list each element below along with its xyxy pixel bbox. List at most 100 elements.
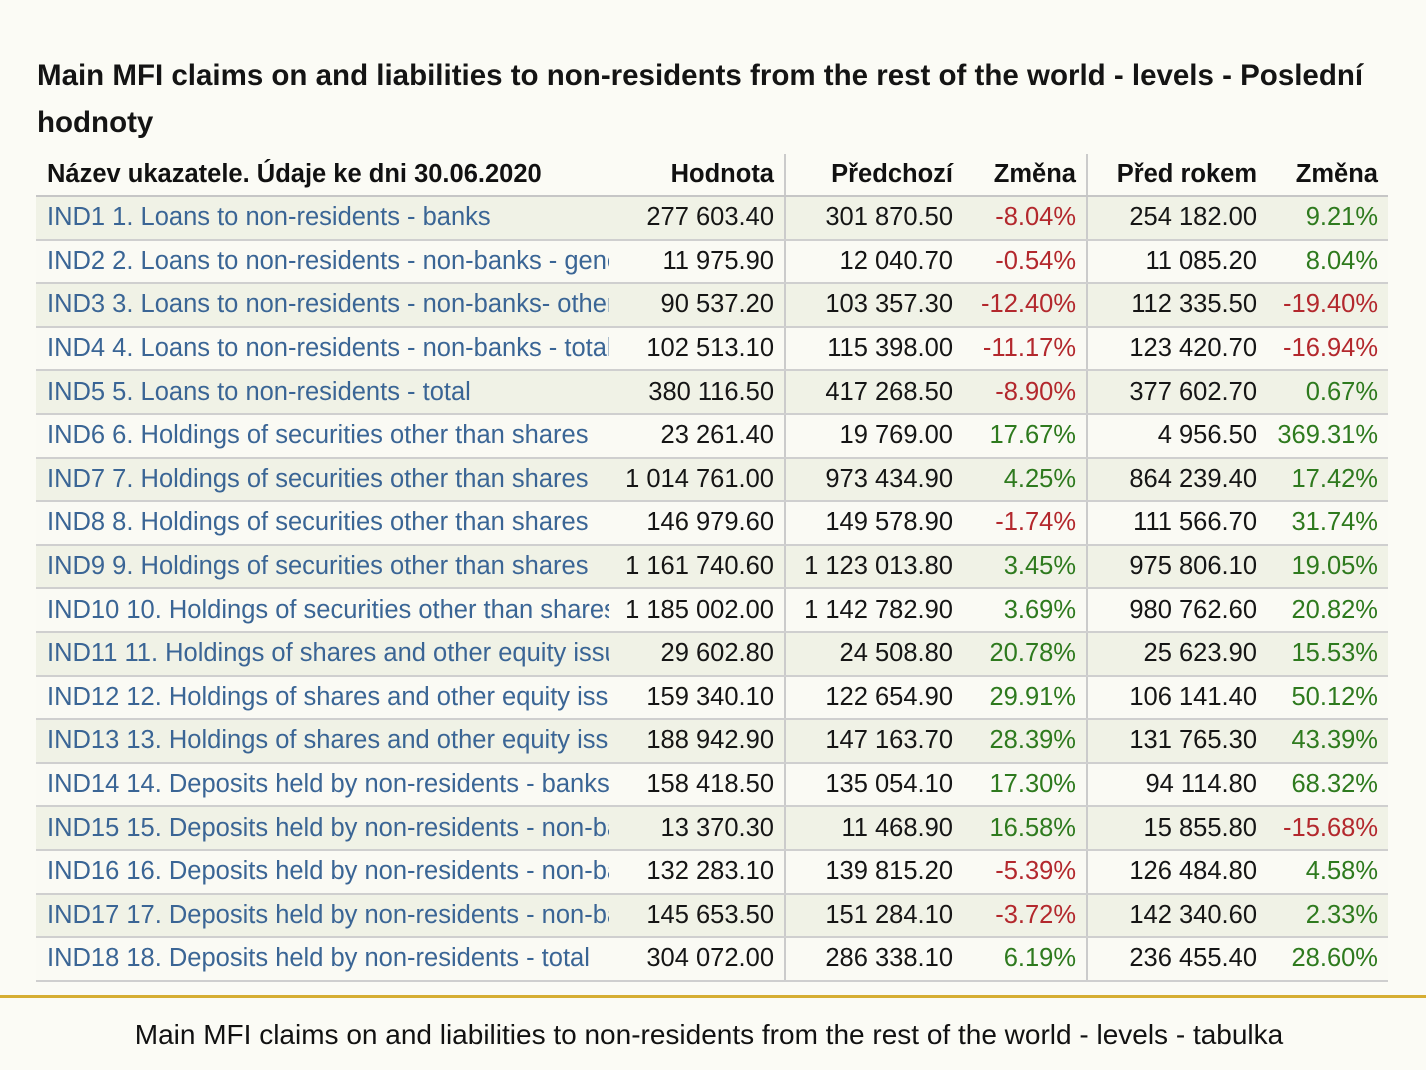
year-ago-value-cell: 126 484.80 <box>1086 849 1267 895</box>
indicator-link[interactable]: IND15 15. Deposits held by non-residents… <box>47 813 609 842</box>
table-row: IND16 16. Deposits held by non-residents… <box>36 849 1388 895</box>
column-header-year-change: Změna <box>1267 154 1388 197</box>
previous-value-cell: 135 054.10 <box>784 762 963 808</box>
previous-value-cell: 122 654.90 <box>784 675 963 721</box>
table-row: IND5 5. Loans to non-residents - total 38… <box>36 370 1388 415</box>
year-ago-value-cell: 142 340.60 <box>1086 893 1267 939</box>
indicator-name-cell: IND9 9. Holdings of securities other tha… <box>36 544 609 590</box>
table-row: IND1 1. Loans to non-residents - banks 27… <box>36 196 1388 241</box>
indicator-link[interactable]: IND3 3. Loans to non-residents - non-ban… <box>47 290 609 319</box>
table-caption: Main MFI claims on and liabilities to no… <box>134 1019 1284 1050</box>
change-cell: -3.72% <box>963 893 1087 939</box>
caption-divider <box>0 995 1426 998</box>
value-cell: 132 283.10 <box>609 849 785 895</box>
previous-value-cell: 19 769.00 <box>784 413 963 459</box>
change-cell: -1.74% <box>963 501 1087 546</box>
indicator-link[interactable]: IND12 12. Holdings of shares and other e… <box>47 682 609 711</box>
year-ago-value-cell: 11 085.20 <box>1086 239 1267 285</box>
year-ago-value-cell: 112 335.50 <box>1086 283 1267 328</box>
table-row: IND8 8. Holdings of securities other tha… <box>36 501 1388 546</box>
indicator-name-cell: IND14 14. Deposits held by non-residents… <box>36 762 609 808</box>
page-title: Main MFI claims on and liabilities to no… <box>37 59 1364 139</box>
year-change-cell: 20.82% <box>1267 588 1388 633</box>
change-cell: 17.30% <box>963 762 1087 808</box>
indicator-link[interactable]: IND14 14. Deposits held by non-residents… <box>47 770 609 799</box>
value-cell: 1 014 761.00 <box>609 457 785 503</box>
indicator-link[interactable]: IND1 1. Loans to non-residents - banks <box>47 203 491 232</box>
indicator-name-cell: IND3 3. Loans to non-residents - non-ban… <box>36 283 609 328</box>
change-cell: 6.19% <box>963 937 1087 982</box>
value-cell: 1 185 002.00 <box>609 588 785 633</box>
year-change-cell: 28.60% <box>1267 937 1388 982</box>
table-row: IND18 18. Deposits held by non-residents… <box>36 937 1388 982</box>
change-cell: 29.91% <box>963 675 1087 721</box>
indicator-link[interactable]: IND17 17. Deposits held by non-residents… <box>47 900 609 929</box>
year-change-cell: 50.12% <box>1267 675 1388 721</box>
indicator-link[interactable]: IND10 10. Holdings of securities other t… <box>47 595 609 624</box>
change-cell: 16.58% <box>963 806 1087 851</box>
value-cell: 1 161 740.60 <box>609 544 785 590</box>
indicator-link[interactable]: IND16 16. Deposits held by non-residents… <box>47 857 609 886</box>
year-ago-value-cell: 123 420.70 <box>1086 326 1267 372</box>
table-row: IND17 17. Deposits held by non-residents… <box>36 893 1388 939</box>
year-ago-value-cell: 25 623.90 <box>1086 631 1267 677</box>
indicator-link[interactable]: IND5 5. Loans to non-residents - total <box>47 377 471 406</box>
year-ago-value-cell: 864 239.40 <box>1086 457 1267 503</box>
year-change-cell: 8.04% <box>1267 239 1388 285</box>
indicator-name-cell: IND11 11. Holdings of shares and other e… <box>36 631 609 677</box>
value-cell: 29 602.80 <box>609 631 785 677</box>
previous-value-cell: 139 815.20 <box>784 849 963 895</box>
change-cell: 28.39% <box>963 719 1087 764</box>
indicator-link[interactable]: IND2 2. Loans to non-residents - non-ban… <box>47 246 609 275</box>
indicator-name-cell: IND5 5. Loans to non-residents - total <box>36 370 609 415</box>
indicator-link[interactable]: IND6 6. Holdings of securities other tha… <box>47 421 589 450</box>
indicator-name-cell: IND18 18. Deposits held by non-residents… <box>36 937 609 982</box>
table-row: IND6 6. Holdings of securities other tha… <box>36 413 1388 459</box>
indicator-name-cell: IND1 1. Loans to non-residents - banks <box>36 196 609 241</box>
indicator-link[interactable]: IND7 7. Holdings of securities other tha… <box>47 464 589 493</box>
indicator-link[interactable]: IND8 8. Holdings of securities other tha… <box>47 508 589 537</box>
table-header-row: Název ukazatele. Údaje ke dni 30.06.2020… <box>36 154 1388 197</box>
year-ago-value-cell: 4 956.50 <box>1086 413 1267 459</box>
table-row: IND9 9. Holdings of securities other tha… <box>36 544 1388 590</box>
column-header-name: Název ukazatele. Údaje ke dni 30.06.2020 <box>36 154 609 197</box>
previous-value-cell: 151 284.10 <box>784 893 963 939</box>
table-row: IND15 15. Deposits held by non-residents… <box>36 806 1388 851</box>
year-ago-value-cell: 975 806.10 <box>1086 544 1267 590</box>
table-row: IND2 2. Loans to non-residents - non-ban… <box>36 239 1388 285</box>
indicator-link[interactable]: IND13 13. Holdings of shares and other e… <box>47 726 609 755</box>
previous-value-cell: 286 338.10 <box>784 937 963 982</box>
indicator-link[interactable]: IND11 11. Holdings of shares and other e… <box>47 639 609 668</box>
table-row: IND4 4. Loans to non-residents - non-ban… <box>36 326 1388 372</box>
year-change-cell: 68.32% <box>1267 762 1388 808</box>
table-body: IND1 1. Loans to non-residents - banks 27… <box>36 196 1388 982</box>
previous-value-cell: 1 123 013.80 <box>784 544 963 590</box>
change-cell: -11.17% <box>963 326 1087 372</box>
previous-value-cell: 115 398.00 <box>784 326 963 372</box>
previous-value-cell: 417 268.50 <box>784 370 963 415</box>
year-change-cell: -16.94% <box>1267 326 1388 372</box>
indicator-table: Název ukazatele. Údaje ke dni 30.06.2020… <box>36 154 1388 982</box>
change-cell: 3.69% <box>963 588 1087 633</box>
value-cell: 90 537.20 <box>609 283 785 328</box>
value-cell: 146 979.60 <box>609 501 785 546</box>
year-ago-value-cell: 254 182.00 <box>1086 196 1267 241</box>
year-change-cell: 2.33% <box>1267 893 1388 939</box>
indicator-link[interactable]: IND9 9. Holdings of securities other tha… <box>47 552 589 581</box>
year-ago-value-cell: 131 765.30 <box>1086 719 1267 764</box>
change-cell: -5.39% <box>963 849 1087 895</box>
value-cell: 11 975.90 <box>609 239 785 285</box>
change-cell: 3.45% <box>963 544 1087 590</box>
indicator-name-cell: IND15 15. Deposits held by non-residents… <box>36 806 609 851</box>
year-ago-value-cell: 377 602.70 <box>1086 370 1267 415</box>
year-change-cell: 15.53% <box>1267 631 1388 677</box>
change-cell: -8.04% <box>963 196 1087 241</box>
indicator-name-cell: IND10 10. Holdings of securities other t… <box>36 588 609 633</box>
value-cell: 13 370.30 <box>609 806 785 851</box>
table-row: IND7 7. Holdings of securities other tha… <box>36 457 1388 503</box>
indicator-link[interactable]: IND4 4. Loans to non-residents - non-ban… <box>47 334 609 363</box>
year-ago-value-cell: 111 566.70 <box>1086 501 1267 546</box>
change-cell: -0.54% <box>963 239 1087 285</box>
value-cell: 304 072.00 <box>609 937 785 982</box>
indicator-link[interactable]: IND18 18. Deposits held by non-residents… <box>47 944 590 973</box>
